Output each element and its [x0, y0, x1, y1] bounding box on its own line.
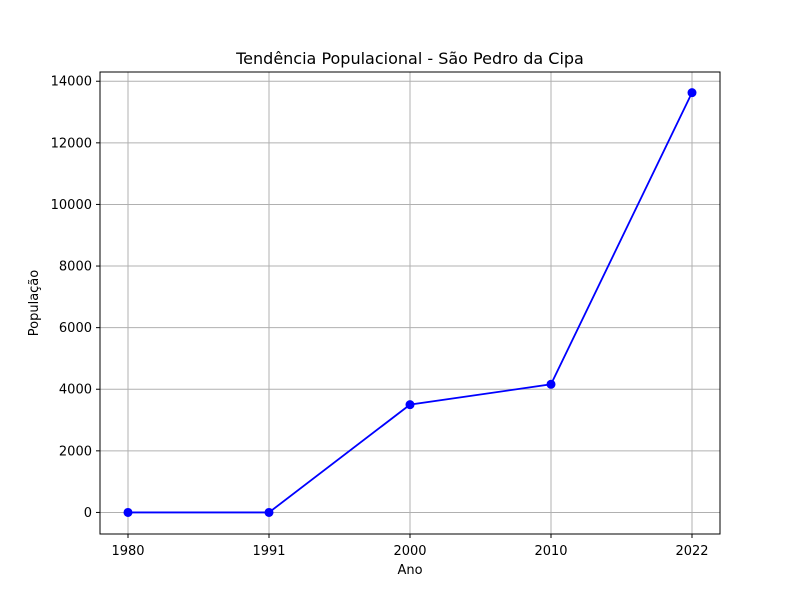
y-tick-label: 4000 — [59, 383, 92, 398]
x-tick-label: 2010 — [534, 544, 567, 559]
y-tick-label: 8000 — [59, 260, 92, 275]
plot-frame — [99, 71, 721, 535]
x-tick-label: 2000 — [393, 544, 426, 559]
series-group — [123, 88, 697, 517]
y-tick-label: 10000 — [51, 198, 92, 213]
x-tick-label: 2022 — [675, 544, 708, 559]
data-point — [687, 88, 697, 98]
axis-ticks: 1980 1991 2000 2010 2022 0 2000 4000 6000 8000 100… — [51, 75, 709, 559]
x-axis-label: Ano — [397, 563, 422, 578]
data-point — [264, 507, 274, 517]
x-tick-label: 1991 — [252, 544, 285, 559]
chart-title: Tendência Populacional - São Pedro da Ci… — [235, 49, 584, 68]
y-tick-label: 0 — [84, 506, 92, 521]
y-tick-label: 14000 — [51, 75, 92, 90]
data-point — [123, 507, 133, 517]
x-tick-label: 1980 — [111, 544, 144, 559]
y-tick-label: 6000 — [59, 321, 92, 336]
y-tick-label: 2000 — [59, 444, 92, 459]
data-point — [546, 379, 556, 389]
y-tick-label: 12000 — [51, 136, 92, 151]
y-axis-label: População — [27, 270, 42, 337]
data-point — [405, 400, 415, 410]
